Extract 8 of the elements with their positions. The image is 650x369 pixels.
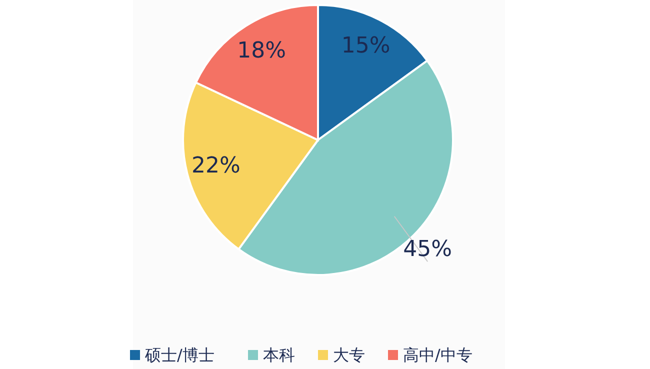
data-label: 15% [341,34,390,59]
legend-label: 硕士/博士 [144,346,214,364]
legend-label: 大专 [333,346,365,364]
legend-label: 高中/中专 [403,346,472,364]
data-label: 45% [403,237,452,262]
data-label: 22% [192,154,240,179]
data-label: 18% [237,38,286,64]
legend-label: 本科 [263,346,295,364]
